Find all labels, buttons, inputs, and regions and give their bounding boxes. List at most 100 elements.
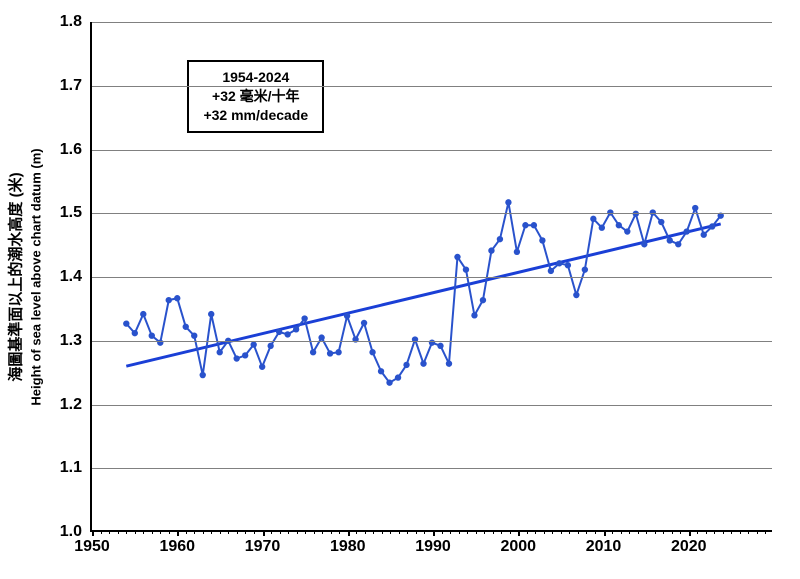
x-minor-tick — [723, 530, 724, 534]
data-point — [548, 268, 554, 274]
y-tick-label: 1.5 — [60, 204, 92, 222]
data-point — [480, 297, 486, 303]
x-minor-tick — [143, 530, 144, 534]
data-point — [250, 341, 256, 347]
y-axis-title: 海圖基準面以上的潮水高度 (米) Height of sea level abo… — [7, 148, 46, 405]
data-point — [361, 320, 367, 326]
gridline-y — [92, 468, 772, 469]
y-tick-label: 1.4 — [60, 268, 92, 286]
data-point — [403, 362, 409, 368]
data-point — [234, 355, 240, 361]
gridline-y — [92, 22, 772, 23]
data-point — [582, 266, 588, 272]
data-point — [624, 228, 630, 234]
y-tick-label: 1.3 — [60, 332, 92, 350]
data-point — [123, 320, 129, 326]
data-point — [217, 349, 223, 355]
y-tick-label: 1.8 — [60, 13, 92, 31]
data-point — [149, 333, 155, 339]
data-point — [344, 313, 350, 319]
data-point — [327, 350, 333, 356]
data-point — [310, 349, 316, 355]
x-minor-tick — [714, 530, 715, 534]
x-tick-label: 1950 — [74, 530, 110, 556]
x-minor-tick — [493, 530, 494, 534]
data-point — [471, 312, 477, 318]
x-minor-tick — [305, 530, 306, 534]
data-point — [463, 266, 469, 272]
x-tick-label: 1960 — [159, 530, 195, 556]
x-minor-tick — [578, 530, 579, 534]
y-axis-title-en: Height of sea level above chart datum (m… — [28, 148, 43, 405]
data-point — [200, 372, 206, 378]
x-minor-tick — [544, 530, 545, 534]
data-point — [488, 247, 494, 253]
x-minor-tick — [552, 530, 553, 534]
x-minor-tick — [655, 530, 656, 534]
x-minor-tick — [135, 530, 136, 534]
legend-box: 1954-2024 +32 毫米/十年 +32 mm/decade — [187, 60, 324, 133]
sea-level-chart: 1954-2024 +32 毫米/十年 +32 mm/decade 1.01.1… — [0, 0, 800, 579]
y-tick-label: 1.7 — [60, 77, 92, 95]
plot-area: 1954-2024 +32 毫米/十年 +32 mm/decade 1.01.1… — [90, 22, 772, 532]
data-point — [276, 329, 282, 335]
x-minor-tick — [476, 530, 477, 534]
data-point — [301, 315, 307, 321]
data-line — [126, 202, 720, 382]
x-minor-tick — [211, 530, 212, 534]
x-minor-tick — [731, 530, 732, 534]
data-point — [420, 360, 426, 366]
data-point — [709, 223, 715, 229]
legend-period: 1954-2024 — [203, 68, 308, 87]
x-minor-tick — [203, 530, 204, 534]
gridline-y — [92, 405, 772, 406]
data-point — [395, 374, 401, 380]
y-axis-title-zh: 海圖基準面以上的潮水高度 (米) — [8, 172, 25, 381]
x-minor-tick — [569, 530, 570, 534]
x-minor-tick — [288, 530, 289, 534]
x-tick-label: 1990 — [415, 530, 451, 556]
gridline-y — [92, 86, 772, 87]
data-point — [556, 260, 562, 266]
data-point — [505, 199, 511, 205]
x-minor-tick — [748, 530, 749, 534]
data-point — [191, 333, 197, 339]
data-point — [675, 241, 681, 247]
x-tick-label: 2020 — [671, 530, 707, 556]
x-tick-label: 1970 — [245, 530, 281, 556]
data-point — [335, 349, 341, 355]
x-tick-label: 2010 — [586, 530, 622, 556]
x-minor-tick — [467, 530, 468, 534]
x-minor-tick — [740, 530, 741, 534]
data-point — [242, 352, 248, 358]
y-tick-label: 1.1 — [60, 459, 92, 477]
data-point — [454, 254, 460, 260]
data-point — [531, 222, 537, 228]
x-minor-tick — [237, 530, 238, 534]
y-tick-label: 1.2 — [60, 396, 92, 414]
data-point — [701, 232, 707, 238]
x-minor-tick — [765, 530, 766, 534]
data-point — [539, 237, 545, 243]
x-minor-tick — [399, 530, 400, 534]
data-point — [497, 236, 503, 242]
data-point — [446, 360, 452, 366]
x-minor-tick — [152, 530, 153, 534]
x-minor-tick — [220, 530, 221, 534]
x-tick-label: 1980 — [330, 530, 366, 556]
x-minor-tick — [382, 530, 383, 534]
data-point — [386, 379, 392, 385]
x-minor-tick — [561, 530, 562, 534]
data-point — [166, 297, 172, 303]
x-minor-tick — [118, 530, 119, 534]
data-point — [293, 326, 299, 332]
x-minor-tick — [629, 530, 630, 534]
gridline-y — [92, 213, 772, 214]
data-point — [259, 364, 265, 370]
x-minor-tick — [638, 530, 639, 534]
y-tick-label: 1.6 — [60, 141, 92, 159]
legend-rate-en: +32 mm/decade — [203, 106, 308, 125]
data-point — [378, 368, 384, 374]
data-point — [641, 241, 647, 247]
data-point — [437, 343, 443, 349]
